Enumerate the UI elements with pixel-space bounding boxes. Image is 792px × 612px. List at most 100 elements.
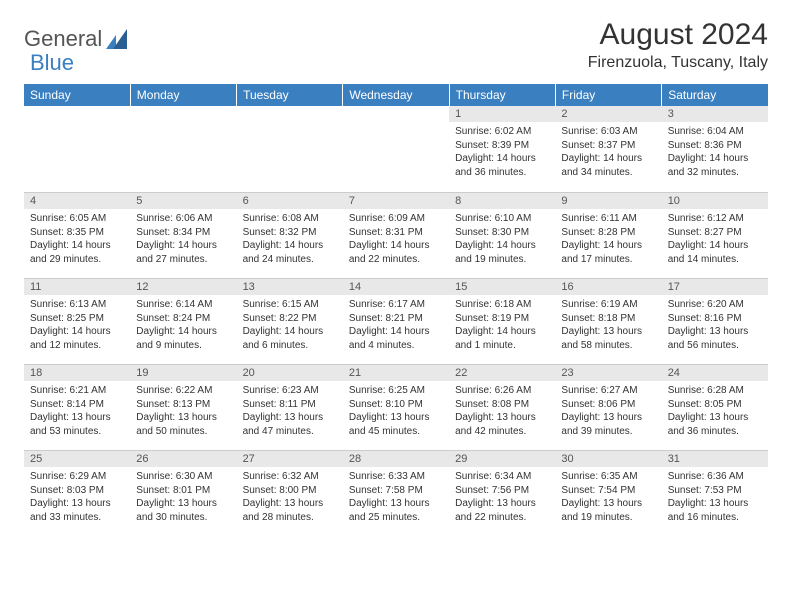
- day-details: Sunrise: 6:13 AMSunset: 8:25 PMDaylight:…: [24, 295, 130, 358]
- day-details: Sunrise: 6:22 AMSunset: 8:13 PMDaylight:…: [130, 381, 236, 444]
- day-details: Sunrise: 6:28 AMSunset: 8:05 PMDaylight:…: [662, 381, 768, 444]
- calendar-day-cell: 18Sunrise: 6:21 AMSunset: 8:14 PMDayligh…: [24, 364, 130, 450]
- calendar-day-cell: 1Sunrise: 6:02 AMSunset: 8:39 PMDaylight…: [449, 106, 555, 192]
- calendar-day-cell: 30Sunrise: 6:35 AMSunset: 7:54 PMDayligh…: [555, 450, 661, 536]
- day-details: Sunrise: 6:29 AMSunset: 8:03 PMDaylight:…: [24, 467, 130, 530]
- page-title: August 2024: [588, 18, 768, 52]
- day-number: 2: [555, 106, 661, 122]
- day-number: 31: [662, 450, 768, 467]
- calendar-day-cell: 14Sunrise: 6:17 AMSunset: 8:21 PMDayligh…: [343, 278, 449, 364]
- weekday-header: Sunday: [24, 84, 130, 106]
- day-details: Sunrise: 6:03 AMSunset: 8:37 PMDaylight:…: [555, 122, 661, 185]
- day-details: Sunrise: 6:32 AMSunset: 8:00 PMDaylight:…: [237, 467, 343, 530]
- day-number: 3: [662, 106, 768, 122]
- calendar-day-cell: 26Sunrise: 6:30 AMSunset: 8:01 PMDayligh…: [130, 450, 236, 536]
- day-number: 21: [343, 364, 449, 381]
- logo-text-2: Blue: [30, 50, 74, 75]
- calendar-day-cell: 15Sunrise: 6:18 AMSunset: 8:19 PMDayligh…: [449, 278, 555, 364]
- weekday-header-row: SundayMondayTuesdayWednesdayThursdayFrid…: [24, 84, 768, 106]
- day-details: Sunrise: 6:12 AMSunset: 8:27 PMDaylight:…: [662, 209, 768, 272]
- day-details: Sunrise: 6:26 AMSunset: 8:08 PMDaylight:…: [449, 381, 555, 444]
- calendar-day-cell: 13Sunrise: 6:15 AMSunset: 8:22 PMDayligh…: [237, 278, 343, 364]
- calendar-day-cell: 21Sunrise: 6:25 AMSunset: 8:10 PMDayligh…: [343, 364, 449, 450]
- calendar-table: SundayMondayTuesdayWednesdayThursdayFrid…: [24, 84, 768, 536]
- brand-logo: General: [24, 26, 127, 52]
- logo-text-1: General: [24, 26, 102, 52]
- day-number: 12: [130, 278, 236, 295]
- day-number: 22: [449, 364, 555, 381]
- calendar-day-cell: 3Sunrise: 6:04 AMSunset: 8:36 PMDaylight…: [662, 106, 768, 192]
- weekday-header: Thursday: [449, 84, 555, 106]
- weekday-header: Wednesday: [343, 84, 449, 106]
- calendar-day-cell: 9Sunrise: 6:11 AMSunset: 8:28 PMDaylight…: [555, 192, 661, 278]
- day-details: Sunrise: 6:15 AMSunset: 8:22 PMDaylight:…: [237, 295, 343, 358]
- day-number: 30: [555, 450, 661, 467]
- day-number: 10: [662, 192, 768, 209]
- day-details: Sunrise: 6:33 AMSunset: 7:58 PMDaylight:…: [343, 467, 449, 530]
- day-number: 4: [24, 192, 130, 209]
- day-number: 28: [343, 450, 449, 467]
- day-details: Sunrise: 6:21 AMSunset: 8:14 PMDaylight:…: [24, 381, 130, 444]
- day-details: Sunrise: 6:14 AMSunset: 8:24 PMDaylight:…: [130, 295, 236, 358]
- day-number: 16: [555, 278, 661, 295]
- calendar-day-cell: 10Sunrise: 6:12 AMSunset: 8:27 PMDayligh…: [662, 192, 768, 278]
- calendar-day-cell: 22Sunrise: 6:26 AMSunset: 8:08 PMDayligh…: [449, 364, 555, 450]
- day-number: 19: [130, 364, 236, 381]
- calendar-day-cell: 31Sunrise: 6:36 AMSunset: 7:53 PMDayligh…: [662, 450, 768, 536]
- calendar-week-row: 25Sunrise: 6:29 AMSunset: 8:03 PMDayligh…: [24, 450, 768, 536]
- calendar-body: 1Sunrise: 6:02 AMSunset: 8:39 PMDaylight…: [24, 106, 768, 536]
- calendar-day-cell: 24Sunrise: 6:28 AMSunset: 8:05 PMDayligh…: [662, 364, 768, 450]
- day-details: Sunrise: 6:19 AMSunset: 8:18 PMDaylight:…: [555, 295, 661, 358]
- day-details: Sunrise: 6:08 AMSunset: 8:32 PMDaylight:…: [237, 209, 343, 272]
- calendar-day-cell: 19Sunrise: 6:22 AMSunset: 8:13 PMDayligh…: [130, 364, 236, 450]
- calendar-day-cell: 4Sunrise: 6:05 AMSunset: 8:35 PMDaylight…: [24, 192, 130, 278]
- calendar-day-cell: 27Sunrise: 6:32 AMSunset: 8:00 PMDayligh…: [237, 450, 343, 536]
- day-number: 20: [237, 364, 343, 381]
- calendar-week-row: 4Sunrise: 6:05 AMSunset: 8:35 PMDaylight…: [24, 192, 768, 278]
- day-details: Sunrise: 6:18 AMSunset: 8:19 PMDaylight:…: [449, 295, 555, 358]
- day-details: Sunrise: 6:02 AMSunset: 8:39 PMDaylight:…: [449, 122, 555, 185]
- day-number: 6: [237, 192, 343, 209]
- day-number: 18: [24, 364, 130, 381]
- calendar-day-cell: 12Sunrise: 6:14 AMSunset: 8:24 PMDayligh…: [130, 278, 236, 364]
- day-number: 23: [555, 364, 661, 381]
- day-number: 14: [343, 278, 449, 295]
- day-number: 1: [449, 106, 555, 122]
- weekday-header: Saturday: [662, 84, 768, 106]
- day-details: Sunrise: 6:11 AMSunset: 8:28 PMDaylight:…: [555, 209, 661, 272]
- day-details: Sunrise: 6:36 AMSunset: 7:53 PMDaylight:…: [662, 467, 768, 530]
- calendar-week-row: 18Sunrise: 6:21 AMSunset: 8:14 PMDayligh…: [24, 364, 768, 450]
- day-details: Sunrise: 6:20 AMSunset: 8:16 PMDaylight:…: [662, 295, 768, 358]
- day-number: 7: [343, 192, 449, 209]
- calendar-day-cell: 5Sunrise: 6:06 AMSunset: 8:34 PMDaylight…: [130, 192, 236, 278]
- day-number: 25: [24, 450, 130, 467]
- day-number: 29: [449, 450, 555, 467]
- day-number: 17: [662, 278, 768, 295]
- day-number: 13: [237, 278, 343, 295]
- logo-triangle-icon: [106, 29, 127, 49]
- day-details: Sunrise: 6:09 AMSunset: 8:31 PMDaylight:…: [343, 209, 449, 272]
- day-number: 5: [130, 192, 236, 209]
- day-number: 26: [130, 450, 236, 467]
- day-details: Sunrise: 6:10 AMSunset: 8:30 PMDaylight:…: [449, 209, 555, 272]
- day-details: Sunrise: 6:30 AMSunset: 8:01 PMDaylight:…: [130, 467, 236, 530]
- calendar-day-cell: 2Sunrise: 6:03 AMSunset: 8:37 PMDaylight…: [555, 106, 661, 192]
- calendar-day-cell: 29Sunrise: 6:34 AMSunset: 7:56 PMDayligh…: [449, 450, 555, 536]
- weekday-header: Tuesday: [237, 84, 343, 106]
- day-details: Sunrise: 6:34 AMSunset: 7:56 PMDaylight:…: [449, 467, 555, 530]
- calendar-day-cell: 28Sunrise: 6:33 AMSunset: 7:58 PMDayligh…: [343, 450, 449, 536]
- day-number: 8: [449, 192, 555, 209]
- calendar-day-cell: 7Sunrise: 6:09 AMSunset: 8:31 PMDaylight…: [343, 192, 449, 278]
- day-details: Sunrise: 6:25 AMSunset: 8:10 PMDaylight:…: [343, 381, 449, 444]
- calendar-day-cell: 8Sunrise: 6:10 AMSunset: 8:30 PMDaylight…: [449, 192, 555, 278]
- day-details: Sunrise: 6:17 AMSunset: 8:21 PMDaylight:…: [343, 295, 449, 358]
- calendar-week-row: 11Sunrise: 6:13 AMSunset: 8:25 PMDayligh…: [24, 278, 768, 364]
- calendar-day-cell: 11Sunrise: 6:13 AMSunset: 8:25 PMDayligh…: [24, 278, 130, 364]
- day-details: Sunrise: 6:05 AMSunset: 8:35 PMDaylight:…: [24, 209, 130, 272]
- day-details: Sunrise: 6:04 AMSunset: 8:36 PMDaylight:…: [662, 122, 768, 185]
- calendar-day-cell: 16Sunrise: 6:19 AMSunset: 8:18 PMDayligh…: [555, 278, 661, 364]
- calendar-day-cell: 20Sunrise: 6:23 AMSunset: 8:11 PMDayligh…: [237, 364, 343, 450]
- day-number: 11: [24, 278, 130, 295]
- calendar-day-cell: [343, 106, 449, 192]
- weekday-header: Monday: [130, 84, 236, 106]
